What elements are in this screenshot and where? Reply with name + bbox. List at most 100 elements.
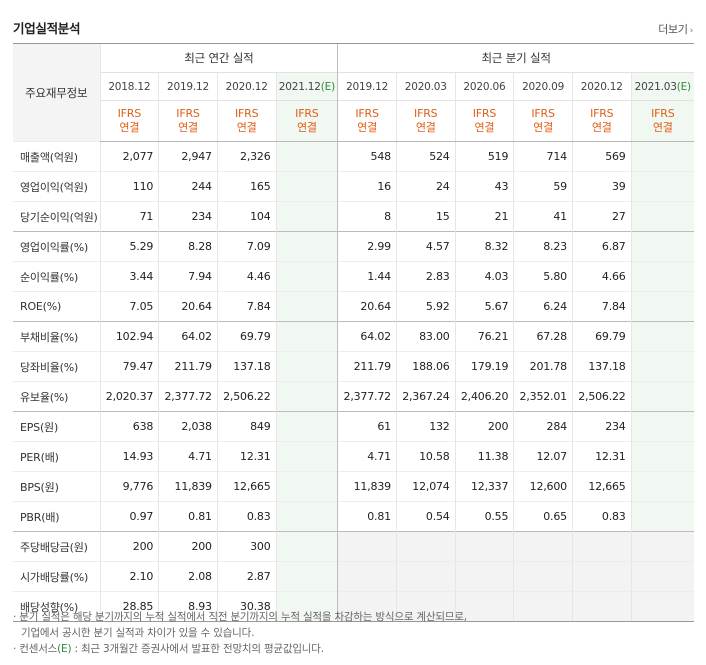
quarter-cell xyxy=(337,531,397,562)
quarter-cell xyxy=(454,531,514,562)
table-row: 영업이익(억원) 110 244 165 16 24 43 59 39 xyxy=(13,171,694,202)
annual-cell: 137.18 xyxy=(216,351,277,382)
annual-cell: 69.79 xyxy=(216,321,277,352)
period-header: 2018.12 xyxy=(99,72,159,101)
annual-cell: 7.84 xyxy=(216,291,277,322)
period-header: 2020.03 xyxy=(395,72,456,101)
annual-cell: 2,038 xyxy=(158,411,218,442)
estimate-cell xyxy=(630,141,694,172)
estimate-cell xyxy=(275,141,338,172)
estimate-mark: (E) xyxy=(320,80,336,93)
quarter-cell: 4.71 xyxy=(337,441,397,472)
row-label: 배당성향(%) xyxy=(13,591,100,622)
row-label: PBR(배) xyxy=(13,501,100,532)
estimate-cell xyxy=(275,591,338,622)
estimate-cell xyxy=(275,501,338,532)
annual-cell: 64.02 xyxy=(158,321,218,352)
annual-cell: 2,506.22 xyxy=(216,381,277,412)
quarter-cell xyxy=(395,531,456,562)
estimate-cell xyxy=(630,261,694,292)
quarter-cell: 0.55 xyxy=(454,501,514,532)
quarter-cell xyxy=(454,561,514,592)
estimate-cell xyxy=(630,501,694,532)
estimate-cell xyxy=(630,321,694,352)
quarter-cell: 284 xyxy=(513,411,573,442)
table-row: 당좌비율(%) 79.47 211.79 137.18 211.79 188.06 179.… xyxy=(13,351,694,382)
quarter-cell: 67.28 xyxy=(513,321,573,352)
annual-cell: 2,020.37 xyxy=(99,381,159,412)
basis-header: IFRS 연결 xyxy=(454,100,514,142)
annual-cell: 0.97 xyxy=(99,501,159,532)
estimate-cell xyxy=(630,201,694,232)
basis-label: IFRS xyxy=(295,107,319,120)
annual-cell: 2,077 xyxy=(99,141,159,172)
annual-cell: 4.71 xyxy=(158,441,218,472)
annual-cell: 7.05 xyxy=(99,291,159,322)
quarter-cell: 4.57 xyxy=(395,231,456,262)
basis-label: IFRS xyxy=(234,107,259,120)
annual-cell: 2.87 xyxy=(216,561,277,592)
annual-cell: 110 xyxy=(99,171,159,202)
table-row: 배당성향(%) 28.85 8.93 30.38 xyxy=(13,591,694,622)
quarter-cell: 43 xyxy=(454,171,514,202)
quarter-cell: 61 xyxy=(337,411,397,442)
basis-label: 연결 xyxy=(357,121,377,134)
quarter-cell: 39 xyxy=(571,171,632,202)
row-label: 당기순이익(억원) xyxy=(13,201,100,232)
quarter-cell: 7.84 xyxy=(571,291,632,322)
quarter-cell: 0.81 xyxy=(337,501,397,532)
quarter-cell: 2,352.01 xyxy=(513,381,573,412)
more-link[interactable]: 더보기 › xyxy=(658,21,693,37)
period-header: 2020.06 xyxy=(454,72,514,101)
estimate-cell xyxy=(630,471,694,502)
basis-label: IFRS xyxy=(176,107,200,120)
estimate-cell xyxy=(275,561,338,592)
period-label: 2021.03 xyxy=(634,80,677,93)
period-header-estimate: 2021.12(E) xyxy=(275,72,338,101)
row-label: EPS(원) xyxy=(13,411,100,442)
row-header-label: 주요재무정보 xyxy=(13,43,100,142)
annual-cell: 79.47 xyxy=(99,351,159,382)
quarter-cell xyxy=(571,561,632,592)
basis-label: 연결 xyxy=(415,121,436,134)
estimate-cell xyxy=(630,531,694,562)
quarter-cell xyxy=(571,531,632,562)
period-header: 2020.12 xyxy=(571,72,632,101)
basis-label: 연결 xyxy=(178,121,198,134)
quarter-cell: 569 xyxy=(571,141,632,172)
quarter-cell: 24 xyxy=(395,171,456,202)
financial-summary-table: 주요재무정보 최근 연간 실적 최근 분기 실적 2018.12 2019.12 2… xyxy=(13,43,694,622)
quarter-cell: 6.87 xyxy=(571,231,632,262)
annual-cell: 849 xyxy=(216,411,277,442)
quarter-cell: 5.92 xyxy=(395,291,456,322)
row-label: 영업이익(억원) xyxy=(13,171,100,202)
estimate-mark: (E) xyxy=(676,80,691,93)
annual-cell: 7.94 xyxy=(158,261,218,292)
annual-cell: 14.93 xyxy=(99,441,159,472)
quarter-cell: 4.03 xyxy=(454,261,514,292)
basis-header: IFRS 연결 xyxy=(99,100,159,142)
quarter-cell: 16 xyxy=(337,171,397,202)
quarter-cell: 76.21 xyxy=(454,321,514,352)
quarter-cell: 0.54 xyxy=(395,501,456,532)
estimate-cell xyxy=(275,531,338,562)
quarter-cell: 83.00 xyxy=(395,321,456,352)
basis-header: IFRS 연결 xyxy=(158,100,218,142)
quarter-cell: 15 xyxy=(395,201,456,232)
table-row: 유보율(%) 2,020.37 2,377.72 2,506.22 2,377.72 2,… xyxy=(13,381,694,412)
basis-label: 연결 xyxy=(296,121,317,134)
table-row: 부채비율(%) 102.94 64.02 69.79 64.02 83.00 76.21 67… xyxy=(13,321,694,352)
estimate-cell xyxy=(275,411,338,442)
quarter-cell: 5.80 xyxy=(513,261,573,292)
estimate-cell xyxy=(275,351,338,382)
basis-label: IFRS xyxy=(531,107,555,120)
estimate-cell xyxy=(630,171,694,202)
quarter-cell: 64.02 xyxy=(337,321,397,352)
quarter-cell: 21 xyxy=(454,201,514,232)
annual-group-header: 최근 연간 실적 xyxy=(99,43,338,73)
footnotes: · 분기 실적은 해당 분기까지의 누적 실적에서 직전 분기까지의 누적 실적… xyxy=(13,609,467,657)
annual-cell: 28.85 xyxy=(99,591,159,622)
table-row: EPS(원) 638 2,038 849 61 132 200 284 234 xyxy=(13,411,694,442)
quarter-cell: 4.66 xyxy=(571,261,632,292)
quarter-cell xyxy=(337,561,397,592)
